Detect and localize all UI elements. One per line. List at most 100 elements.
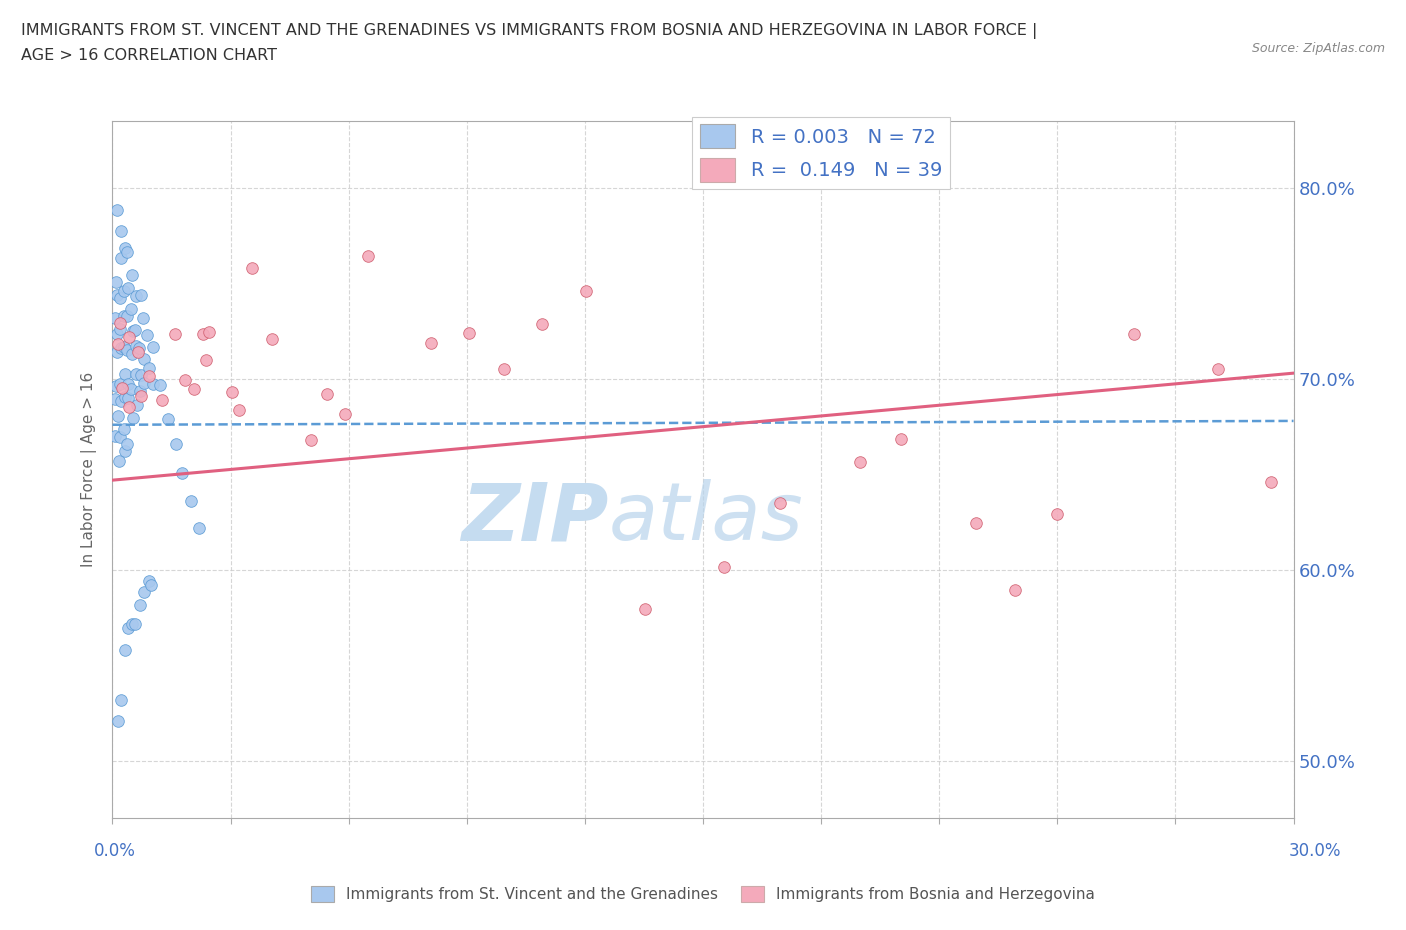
Point [148, 377, 170, 392]
Point [114, 444, 136, 458]
Point [120, 301, 142, 316]
Point [139, 578, 162, 592]
Point [105, 288, 128, 303]
Point [117, 376, 139, 391]
Point [174, 373, 197, 388]
Point [188, 521, 211, 536]
Point [335, 406, 357, 421]
Point [128, 340, 150, 355]
Point [260, 332, 283, 347]
Text: ZIP: ZIP [461, 480, 609, 557]
Point [117, 391, 139, 405]
Point [150, 392, 173, 407]
Point [112, 339, 135, 354]
Point [110, 322, 132, 337]
Point [104, 379, 127, 393]
Point [165, 326, 187, 341]
Point [121, 617, 143, 631]
Point [125, 288, 148, 303]
Point [299, 433, 322, 448]
Point [769, 496, 792, 511]
Point [120, 381, 142, 396]
Text: AGE > 16 CORRELATION CHART: AGE > 16 CORRELATION CHART [21, 48, 277, 63]
Point [108, 454, 131, 469]
Point [105, 275, 128, 290]
Text: atlas: atlas [609, 480, 803, 557]
Point [180, 494, 202, 509]
Point [112, 422, 135, 437]
Point [419, 336, 441, 351]
Point [118, 330, 141, 345]
Point [108, 316, 131, 331]
Point [132, 376, 155, 391]
Point [125, 366, 148, 381]
Point [117, 342, 139, 357]
Text: IMMIGRANTS FROM ST. VINCENT AND THE GRENADINES VS IMMIGRANTS FROM BOSNIA AND HER: IMMIGRANTS FROM ST. VINCENT AND THE GREN… [21, 23, 1038, 39]
Point [104, 429, 127, 444]
Point [1260, 474, 1282, 489]
Point [142, 377, 165, 392]
Point [157, 412, 180, 427]
Point [114, 367, 136, 382]
Point [142, 339, 165, 354]
Point [117, 309, 139, 324]
Point [315, 386, 337, 401]
Point [124, 617, 146, 631]
Point [1046, 507, 1069, 522]
Point [357, 248, 380, 263]
Point [228, 403, 250, 418]
Point [198, 325, 221, 339]
Point [122, 411, 145, 426]
Point [115, 436, 138, 451]
Point [107, 337, 129, 352]
Point [105, 327, 128, 342]
Point [110, 394, 132, 409]
Point [240, 260, 263, 275]
Point [125, 339, 148, 353]
Point [110, 430, 132, 445]
Point [114, 241, 136, 256]
Point [457, 326, 479, 340]
Text: 0.0%: 0.0% [94, 842, 136, 860]
Point [165, 436, 187, 451]
Y-axis label: In Labor Force | Age > 16: In Labor Force | Age > 16 [80, 372, 97, 567]
Point [183, 381, 205, 396]
Point [104, 392, 127, 406]
Point [138, 361, 160, 376]
Point [221, 385, 243, 400]
Point [121, 347, 143, 362]
Text: Source: ZipAtlas.com: Source: ZipAtlas.com [1251, 42, 1385, 55]
Legend: Immigrants from St. Vincent and the Grenadines, Immigrants from Bosnia and Herze: Immigrants from St. Vincent and the Gren… [305, 880, 1101, 909]
Point [531, 316, 554, 331]
Point [112, 284, 135, 299]
Point [129, 287, 152, 302]
Point [122, 324, 145, 339]
Point [110, 224, 132, 239]
Point [134, 585, 156, 600]
Text: 30.0%: 30.0% [1288, 842, 1341, 860]
Point [125, 398, 148, 413]
Point [121, 268, 143, 283]
Point [107, 714, 129, 729]
Point [132, 311, 155, 325]
Point [849, 455, 872, 470]
Point [114, 390, 136, 405]
Point [195, 352, 218, 367]
Point [127, 344, 149, 359]
Point [136, 328, 159, 343]
Point [132, 352, 155, 367]
Point [117, 280, 139, 295]
Point [110, 250, 132, 265]
Point [105, 203, 128, 218]
Point [574, 284, 596, 299]
Point [633, 602, 655, 617]
Point [138, 574, 160, 589]
Point [128, 597, 150, 612]
Point [114, 643, 136, 658]
Point [129, 384, 152, 399]
Point [112, 309, 135, 324]
Point [492, 361, 515, 376]
Point [713, 559, 735, 574]
Point [129, 389, 152, 404]
Point [108, 290, 131, 305]
